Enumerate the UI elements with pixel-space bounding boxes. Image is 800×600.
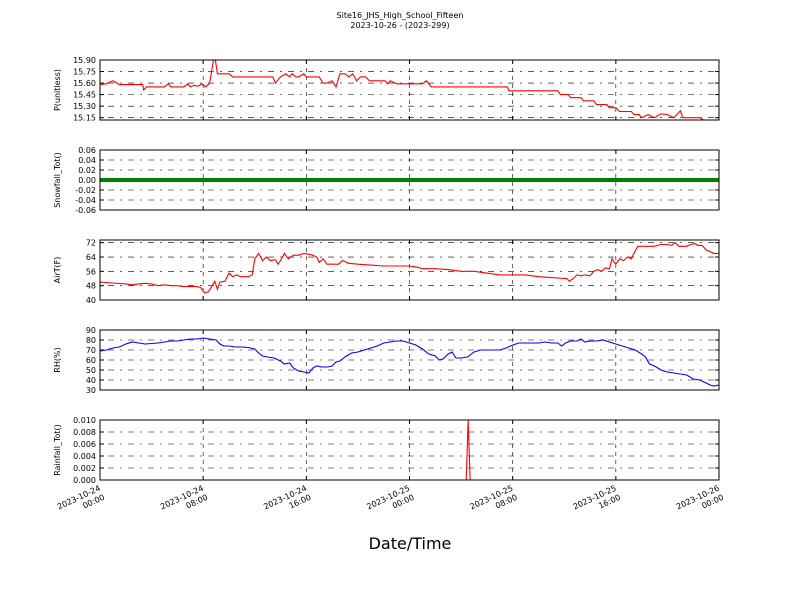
axes-frame: [99, 419, 720, 481]
panel-2: 40 48 56 64 72 AirT(F): [53, 239, 720, 305]
y-tick-label: -0.06: [75, 206, 96, 215]
panel-4: 0.000 0.002 0.004 0.006 0.008 0.010 Rainfall_T…: [53, 416, 720, 485]
y-axis-label: AirT(F): [53, 257, 62, 284]
x-tick-label: 2023-10-2600:00: [675, 484, 725, 521]
series-line: [100, 337, 719, 387]
x-tick-label: 2023-10-2400:00: [56, 484, 106, 521]
y-tick-label: 56: [86, 267, 96, 276]
x-tick-label: 2023-10-2516:00: [572, 484, 622, 521]
y-tick-label: 90: [86, 326, 96, 335]
y-tick-label: 0.010: [73, 416, 96, 425]
y-tick-label: 0.004: [73, 452, 96, 461]
y-tick-label: -0.04: [75, 196, 96, 205]
y-tick-label: 64: [86, 253, 96, 262]
y-tick-label: 0.04: [78, 156, 96, 165]
y-tick-label: 15.15: [73, 114, 96, 123]
x-tick-label: 2023-10-2500:00: [365, 484, 415, 521]
y-tick-label: 0.000: [73, 476, 96, 485]
y-tick-label: 0.06: [78, 146, 96, 155]
y-tick-label: 40: [86, 296, 96, 305]
panel-0: 15.15 15.30 15.45 15.60 15.75 15.90 P(unitless…: [53, 56, 720, 123]
y-tick-label: -0.02: [75, 186, 96, 195]
y-tick-label: 40: [86, 376, 96, 385]
y-tick-label: 15.75: [73, 68, 96, 77]
y-tick-label: 15.60: [73, 79, 96, 88]
axes-frame: [99, 239, 720, 301]
chart-title: Site16_JHS_High_School_Fifteen: [336, 11, 464, 20]
y-tick-label: 0.002: [73, 464, 96, 473]
y-axis-label: Snowfall_Tot(): [53, 152, 62, 208]
x-tick-label: 2023-10-2408:00: [159, 484, 209, 521]
y-tick-label: 0.02: [78, 166, 96, 175]
x-tick-label: 2023-10-2508:00: [469, 484, 519, 521]
y-tick-label: 15.30: [73, 102, 96, 111]
x-tick-label: 2023-10-2416:00: [262, 484, 312, 521]
series-line: [100, 60, 719, 120]
axes-frame: [99, 59, 720, 121]
y-tick-label: 48: [86, 282, 96, 291]
y-tick-label: 0.00: [78, 176, 96, 185]
y-tick-label: 15.90: [73, 56, 96, 65]
y-tick-label: 15.45: [73, 91, 96, 100]
y-tick-label: 0.006: [73, 440, 96, 449]
y-tick-label: 70: [86, 346, 96, 355]
y-tick-label: 0.008: [73, 428, 96, 437]
series-line: [100, 420, 719, 480]
y-tick-label: 80: [86, 336, 96, 345]
x-axis-label: Date/Time: [368, 534, 452, 553]
y-tick-label: 60: [86, 356, 96, 365]
y-axis-label: Rainfall_Tot(): [53, 424, 62, 476]
y-axis-label: RH(%): [53, 347, 62, 372]
panel-1: -0.06-0.04-0.020.000.020.040.06 Snowfall_…: [53, 146, 720, 215]
y-tick-label: 30: [86, 386, 96, 395]
y-tick-label: 50: [86, 366, 96, 375]
y-axis-label: P(unitless): [53, 69, 62, 111]
axes-frame: [99, 329, 720, 391]
chart-subtitle: 2023-10-26 - (2023-299): [350, 21, 450, 30]
series-line: [100, 241, 719, 294]
axes-frame: [99, 149, 720, 211]
y-tick-label: 72: [86, 239, 96, 248]
